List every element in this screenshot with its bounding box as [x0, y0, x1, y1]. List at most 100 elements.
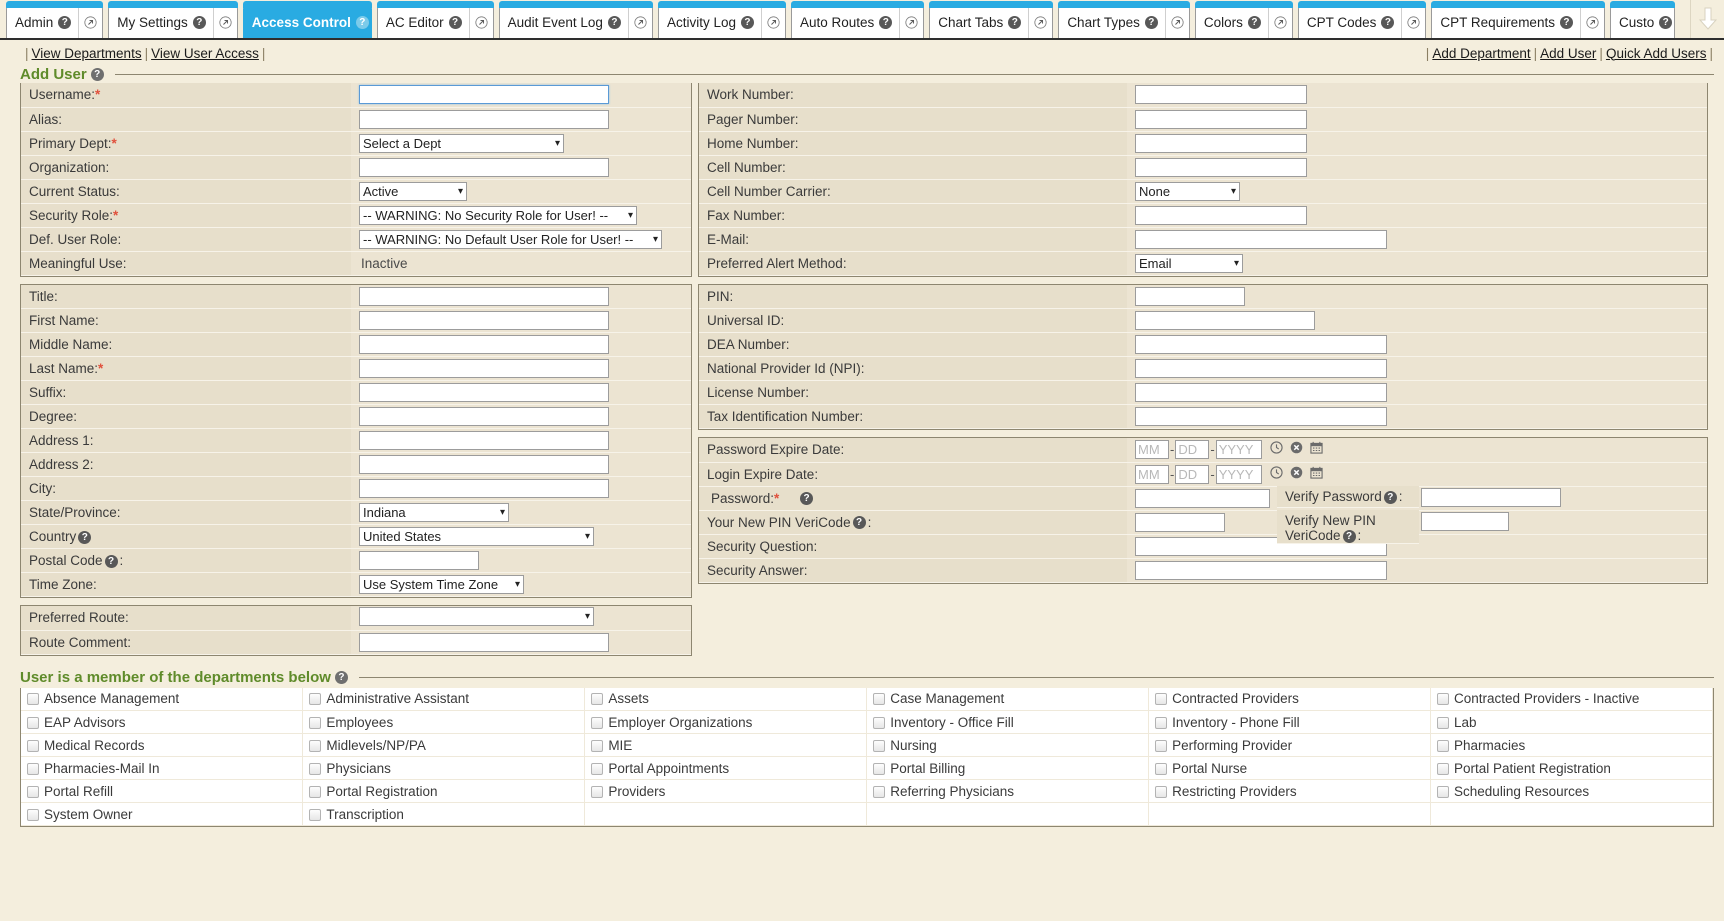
department-cell[interactable]: Absence Management — [21, 687, 304, 711]
popout-icon[interactable] — [627, 6, 652, 38]
link-view-user-access[interactable]: View User Access — [151, 45, 259, 61]
department-cell[interactable]: Employees — [302, 710, 586, 734]
tab-chart-types[interactable]: Chart Types? — [1058, 1, 1190, 38]
help-icon[interactable]: ? — [1383, 490, 1397, 504]
help-icon[interactable]: ? — [78, 530, 92, 544]
help-icon[interactable]: ? — [1381, 16, 1395, 29]
input-security-answer[interactable] — [1135, 560, 1387, 580]
department-cell[interactable]: System Owner — [21, 802, 304, 826]
department-cell[interactable]: Restricting Providers — [1148, 779, 1432, 803]
tab-colors[interactable]: Colors? — [1194, 1, 1293, 38]
checkbox-assets[interactable] — [591, 693, 604, 706]
popout-icon[interactable] — [1267, 6, 1292, 38]
help-icon[interactable]: ? — [1659, 16, 1673, 29]
help-icon[interactable]: ? — [607, 16, 621, 29]
tab-cpt-requirements[interactable]: CPT Requirements? — [1431, 1, 1605, 38]
department-cell[interactable]: Portal Patient Registration — [1430, 756, 1713, 780]
help-icon[interactable]: ? — [740, 16, 754, 29]
help-icon[interactable]: ? — [58, 16, 72, 29]
clock-icon[interactable] — [1270, 465, 1283, 482]
input-address-1[interactable] — [359, 431, 609, 450]
input-pin[interactable] — [1135, 286, 1245, 306]
department-cell[interactable]: Inventory - Phone Fill — [1148, 710, 1432, 734]
department-cell[interactable]: Nursing — [866, 733, 1150, 757]
tab-chart-tabs[interactable]: Chart Tabs? — [929, 1, 1054, 38]
select-security-role[interactable]: -- WARNING: No Security Role for User! -… — [359, 205, 637, 225]
select-def-user-role[interactable]: -- WARNING: No Default User Role for Use… — [359, 229, 662, 249]
checkbox-pharmacies[interactable] — [1437, 739, 1450, 752]
checkbox-lab[interactable] — [1437, 716, 1450, 729]
department-cell[interactable]: Providers — [584, 779, 868, 803]
popout-icon[interactable] — [1028, 6, 1052, 38]
department-cell[interactable]: Inventory - Office Fill — [866, 710, 1150, 734]
select-preferred-route[interactable] — [359, 606, 594, 626]
clock-icon[interactable] — [1270, 441, 1283, 457]
checkbox-midlevels-np-pa[interactable] — [309, 739, 322, 752]
clear-icon[interactable] — [1290, 441, 1303, 457]
department-cell[interactable]: Contracted Providers - Inactive — [1430, 687, 1713, 711]
department-cell[interactable]: Referring Physicians — [866, 779, 1150, 803]
input-suffix[interactable] — [359, 383, 609, 402]
help-icon[interactable]: ? — [1342, 529, 1356, 543]
input-alias[interactable] — [359, 109, 609, 129]
date-yyyy-input[interactable] — [1215, 440, 1262, 460]
input-route-comment[interactable] — [359, 632, 609, 652]
tab-cpt-codes[interactable]: CPT Codes? — [1297, 1, 1427, 38]
department-cell[interactable]: Medical Records — [21, 733, 304, 757]
input-tax-identification-number[interactable] — [1135, 407, 1387, 426]
department-cell[interactable]: Portal Appointments — [584, 756, 868, 780]
date-mm-input[interactable] — [1135, 464, 1169, 484]
checkbox-system-owner[interactable] — [27, 808, 39, 821]
select-time-zone[interactable]: Use System Time Zone — [359, 575, 524, 594]
popout-icon[interactable] — [212, 6, 237, 38]
tab-auto-routes[interactable]: Auto Routes? — [790, 1, 925, 38]
checkbox-portal-registration[interactable] — [309, 785, 322, 798]
input-new-pin-vericode[interactable] — [1135, 512, 1225, 532]
checkbox-portal-nurse[interactable] — [1155, 762, 1168, 775]
department-cell[interactable]: Pharmacies — [1430, 733, 1713, 757]
input-organization[interactable] — [359, 157, 609, 177]
input-verify-new-pin-vericode[interactable] — [1421, 512, 1509, 531]
tab-access-control[interactable]: Access Control? — [242, 1, 372, 38]
department-cell[interactable]: Lab — [1430, 710, 1713, 734]
checkbox-referring-physicians[interactable] — [873, 785, 886, 798]
input-city[interactable] — [359, 479, 609, 498]
checkbox-portal-billing[interactable] — [873, 762, 886, 775]
department-cell[interactable]: EAP Advisors — [21, 710, 304, 734]
checkbox-absence-management[interactable] — [27, 693, 39, 706]
tab-ac-editor[interactable]: AC Editor? — [376, 1, 494, 38]
input-fax-number[interactable] — [1135, 205, 1307, 225]
department-cell[interactable]: Administrative Assistant — [302, 687, 586, 711]
department-cell[interactable]: Portal Billing — [866, 756, 1150, 780]
checkbox-contracted-providers[interactable] — [1155, 693, 1168, 706]
popout-icon[interactable] — [1164, 6, 1189, 38]
department-cell[interactable]: Performing Provider — [1148, 733, 1432, 757]
checkbox-employees[interactable] — [309, 716, 322, 729]
tab-activity-log[interactable]: Activity Log? — [657, 1, 786, 38]
tab-admin[interactable]: Admin? — [6, 1, 104, 38]
help-icon[interactable]: ? — [852, 516, 866, 530]
help-icon[interactable]: ? — [1144, 16, 1158, 29]
help-icon[interactable]: ? — [1247, 16, 1261, 29]
checkbox-portal-patient-registration[interactable] — [1437, 762, 1450, 775]
input-universal-id[interactable] — [1135, 311, 1315, 330]
department-cell[interactable]: Portal Nurse — [1148, 756, 1432, 780]
checkbox-mie[interactable] — [591, 739, 604, 752]
tab-scroll-down-button[interactable] — [1690, 0, 1724, 38]
department-cell[interactable]: Pharmacies-Mail In — [21, 756, 304, 780]
department-cell[interactable]: Portal Refill — [21, 779, 304, 803]
help-icon[interactable]: ? — [104, 554, 118, 568]
select-preferred-alert-method[interactable]: Email — [1135, 253, 1243, 273]
help-icon[interactable]: ? — [800, 492, 814, 506]
checkbox-restricting-providers[interactable] — [1155, 785, 1168, 798]
input-pager-number[interactable] — [1135, 109, 1307, 129]
department-cell[interactable]: Contracted Providers — [1148, 687, 1432, 711]
input-address-2[interactable] — [359, 455, 609, 474]
date-dd-input[interactable] — [1175, 464, 1210, 484]
help-icon[interactable]: ? — [90, 68, 104, 81]
date-mm-input[interactable] — [1135, 440, 1169, 460]
input-dea-number[interactable] — [1135, 335, 1387, 354]
input-national-provider-id-npi[interactable] — [1135, 359, 1387, 378]
checkbox-inventory-office-fill[interactable] — [873, 716, 886, 729]
checkbox-inventory-phone-fill[interactable] — [1155, 716, 1168, 729]
